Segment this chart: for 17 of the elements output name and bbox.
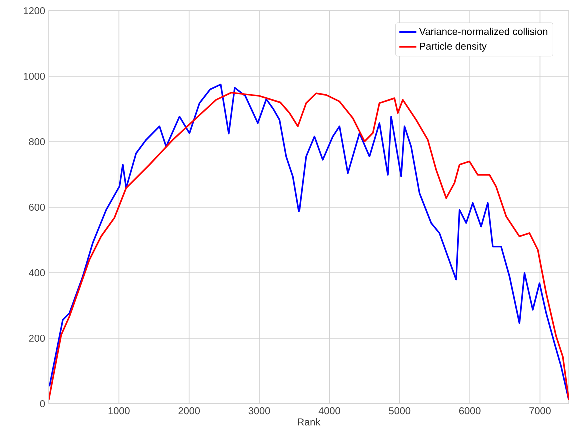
y-tick-label: 200 — [29, 334, 46, 342]
x-tick-label: 6000 — [459, 408, 481, 415]
x-tick-label: 4000 — [318, 408, 340, 415]
y-tick-label: 1200 — [24, 7, 46, 15]
x-axis-title: Rank — [298, 418, 321, 426]
x-tick-label: 1000 — [108, 408, 130, 415]
y-tick-label: 600 — [29, 204, 46, 212]
y-tick-label: 800 — [29, 138, 46, 146]
x-tick-label: 5000 — [389, 408, 411, 415]
y-tick-label: 400 — [29, 269, 46, 277]
x-tick-label: 7000 — [530, 408, 551, 415]
legend-label: Particle density — [420, 42, 487, 52]
legend-label: Variance-normalized collision — [419, 28, 548, 36]
x-tick-label: 3000 — [248, 408, 270, 415]
x-tick-label: 2000 — [178, 408, 200, 415]
y-tick-label: 1000 — [24, 72, 46, 80]
y-tick-label: 0 — [40, 400, 46, 408]
